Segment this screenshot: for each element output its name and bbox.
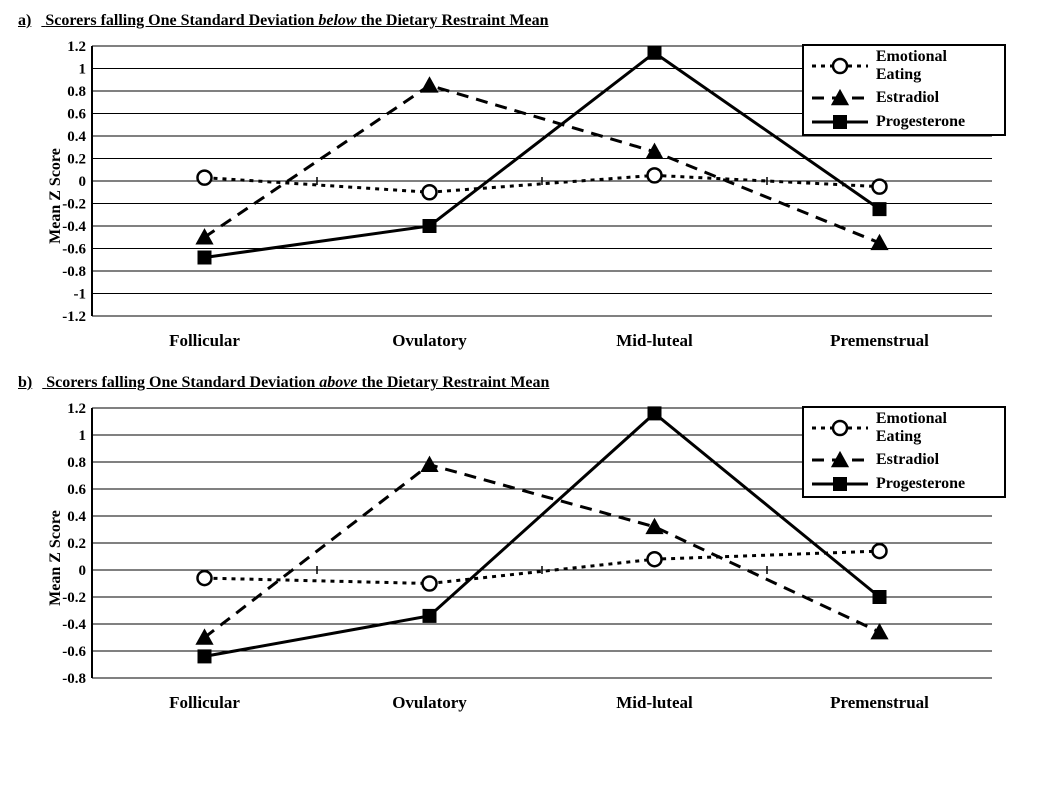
y-tick-label: 0.8 [67, 84, 86, 100]
panel-b-title-text: Scorers falling One Standard Deviation a… [46, 374, 549, 391]
x-tick-label: Follicular [169, 693, 240, 712]
panel-a-title: a) Scorers falling One Standard Deviatio… [18, 12, 1038, 30]
x-tick-label: Ovulatory [392, 331, 467, 350]
y-tick-label: -0.4 [62, 219, 86, 235]
y-tick-label: -1.2 [62, 309, 86, 325]
legend-label: Progesterone [876, 113, 965, 131]
y-tick-label: 0.4 [67, 129, 86, 145]
y-tick-label: 1 [79, 428, 87, 444]
legend-item-progesterone: Progesterone [804, 110, 1004, 134]
y-tick-label: -0.2 [62, 590, 86, 606]
panel-a: a) Scorers falling One Standard Deviatio… [12, 12, 1038, 356]
y-tick-label: 0.2 [67, 152, 86, 168]
chart-b: Mean Z Score 1.2 1 0.8 0.6 0.4 0.2 0 -0.2 -0.4 -0… [12, 398, 1012, 718]
legend-label: Estradiol [876, 89, 939, 107]
panel-b: b) Scorers falling One Standard Deviatio… [12, 374, 1038, 718]
x-tick-label: Mid-luteal [616, 331, 693, 350]
y-axis-label-b: Mean Z Score [47, 510, 65, 606]
series-estradiol [205, 465, 880, 638]
series-progesterone [205, 413, 880, 656]
legend-label: Progesterone [876, 475, 965, 493]
y-tick-label: 0.8 [67, 455, 86, 471]
legend-b: Emotional Eating Estradiol Progesterone [802, 406, 1006, 498]
y-tick-label: 1 [79, 62, 87, 78]
legend-item-emotional: Emotional Eating [804, 46, 1004, 86]
legend-item-estradiol: Estradiol [804, 448, 1004, 472]
legend-a: Emotional Eating Estradiol Progesterone [802, 44, 1006, 136]
series-progesterone [205, 53, 880, 258]
panel-a-label: a) [18, 12, 31, 29]
y-tick-label: -0.6 [62, 242, 86, 258]
y-axis-label-a: Mean Z Score [47, 148, 65, 244]
y-tick-label: 0 [79, 563, 87, 579]
y-tick-label: 0.2 [67, 536, 86, 552]
y-tick-label: -0.4 [62, 617, 86, 633]
x-tick-label: Mid-luteal [616, 693, 693, 712]
y-tick-label: 0.6 [67, 482, 86, 498]
legend-item-progesterone: Progesterone [804, 472, 1004, 496]
x-tick-label: Follicular [169, 331, 240, 350]
y-tick-label: -0.6 [62, 644, 86, 660]
x-tick-label: Premenstrual [830, 331, 929, 350]
x-tick-label: Premenstrual [830, 693, 929, 712]
y-tick-label: 0 [79, 174, 87, 190]
series-estradiol [205, 85, 880, 243]
x-tick-label: Ovulatory [392, 693, 467, 712]
y-tick-label: -1 [74, 287, 87, 303]
y-tick-label: -0.2 [62, 197, 86, 213]
panel-a-title-text: Scorers falling One Standard Deviation b… [45, 12, 548, 29]
y-tick-label: -0.8 [62, 264, 86, 280]
legend-label: Emotional Eating [876, 48, 996, 84]
y-tick-label: 0.6 [67, 107, 86, 123]
legend-label: Estradiol [876, 451, 939, 469]
y-tick-label: -0.8 [62, 671, 86, 687]
legend-label: Emotional Eating [876, 410, 996, 446]
panel-b-label: b) [18, 374, 32, 391]
chart-a: Mean Z Score 1.2 1 0.8 0.6 0.4 0.2 0 -0.2 -0.4 -0… [12, 36, 1012, 356]
legend-item-estradiol: Estradiol [804, 86, 1004, 110]
panel-b-title: b) Scorers falling One Standard Deviatio… [18, 374, 1038, 392]
y-tick-label: 0.4 [67, 509, 86, 525]
y-tick-label: 1.2 [67, 401, 86, 417]
legend-item-emotional: Emotional Eating [804, 408, 1004, 448]
y-tick-label: 1.2 [67, 39, 86, 55]
